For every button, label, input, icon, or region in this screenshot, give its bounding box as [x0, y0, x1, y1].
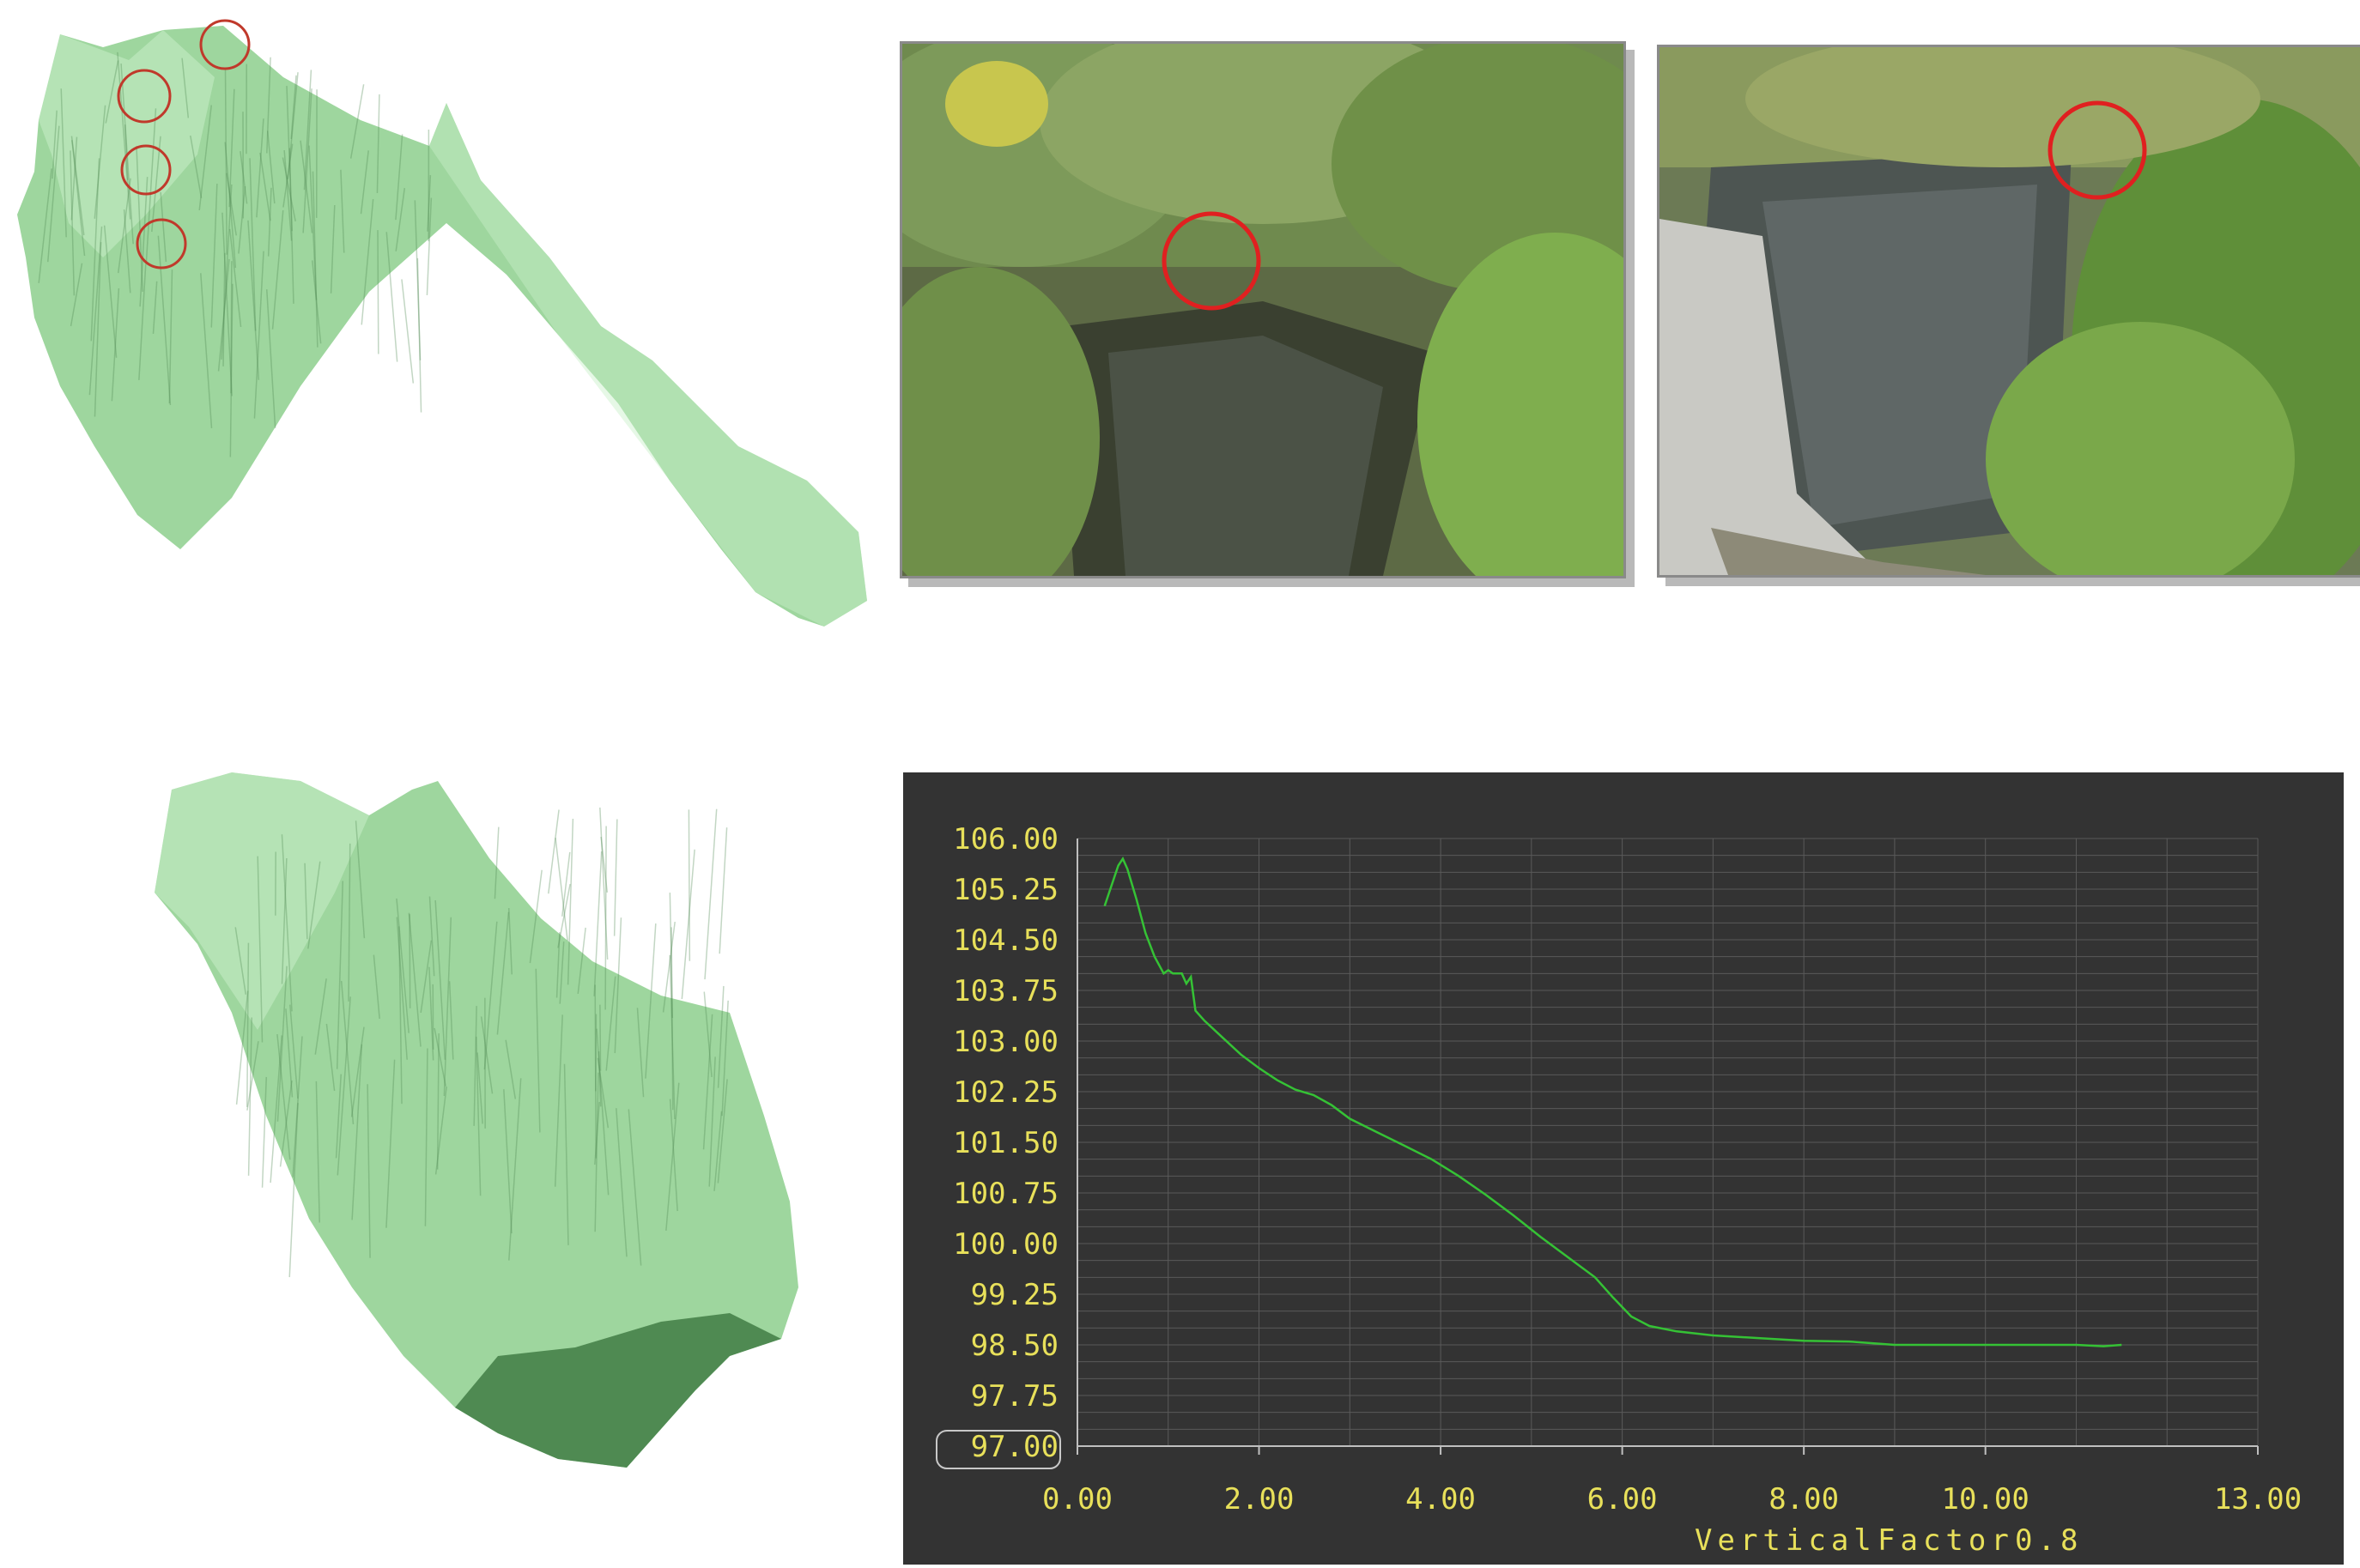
- x-tick-label: 6.00: [1587, 1482, 1658, 1517]
- terrain-streak: [719, 827, 726, 954]
- y-tick-label: 103.00: [953, 1025, 1059, 1059]
- footer-factor-value: 0.8: [2015, 1523, 2083, 1558]
- profile-line-chart: 106.00 105.25 104.50 103.75 103.00 102.25 101.…: [903, 772, 2344, 1565]
- x-tick-label: 8.00: [1768, 1482, 1839, 1517]
- terrain-streak: [605, 826, 606, 1010]
- terrain-streak: [378, 230, 379, 354]
- y-tick-label: 102.25: [953, 1075, 1059, 1110]
- chart-axes: [1077, 838, 2258, 1455]
- y-tick-label: 103.75: [953, 974, 1059, 1008]
- y-tick-label: 99.25: [971, 1278, 1059, 1312]
- y-tick-label: 104.50: [953, 923, 1059, 958]
- footer-vertical-label: Vertical: [1695, 1523, 1877, 1558]
- field-photo-canyon: [900, 41, 1626, 578]
- y-tick-labels: 106.00 105.25 104.50 103.75 103.00 102.25 101.…: [953, 822, 1059, 1464]
- y-tick-label: 100.75: [953, 1177, 1059, 1211]
- terrain-streak: [402, 279, 413, 383]
- y-tick-label: 100.00: [953, 1227, 1059, 1262]
- terrain-top-shadow: [429, 103, 867, 627]
- x-tick-label: 10.00: [1942, 1482, 2029, 1517]
- terrain-streak: [600, 1005, 601, 1071]
- terrain-streak: [705, 809, 717, 979]
- terrain-3d-bottom: [129, 755, 816, 1493]
- y-tick-label: 97.00: [971, 1430, 1059, 1464]
- y-tick-label: 105.25: [953, 873, 1059, 907]
- chart-series: [1105, 859, 2122, 1347]
- y-tick-label: 101.50: [953, 1126, 1059, 1160]
- terrain-streak: [615, 819, 617, 935]
- profile-chart-panel: 106.00 105.25 104.50 103.75 103.00 102.25 101.…: [903, 772, 2344, 1565]
- terrain-streak: [596, 1014, 597, 1092]
- x-tick-label: 2.00: [1224, 1482, 1295, 1517]
- terrain-streak: [682, 850, 695, 999]
- chart-grid: [1077, 838, 2258, 1446]
- y-tick-label: 97.75: [971, 1379, 1059, 1414]
- series-line: [1105, 859, 2122, 1347]
- x-tick-label: 4.00: [1405, 1482, 1476, 1517]
- terrain-3d-top: [0, 0, 884, 652]
- field-photo-rock-wall: [1657, 45, 2360, 578]
- x-tick-label: 0.00: [1042, 1482, 1113, 1517]
- y-tick-label: 98.50: [971, 1329, 1059, 1363]
- footer-factor-label: Factor: [1878, 1523, 2014, 1558]
- x-tick-labels: 0.00 2.00 4.00 6.00 8.00 10.00 13.00: [1042, 1482, 2302, 1517]
- x-tick-label: 13.00: [2214, 1482, 2302, 1517]
- y-tick-label: 106.00: [953, 822, 1059, 857]
